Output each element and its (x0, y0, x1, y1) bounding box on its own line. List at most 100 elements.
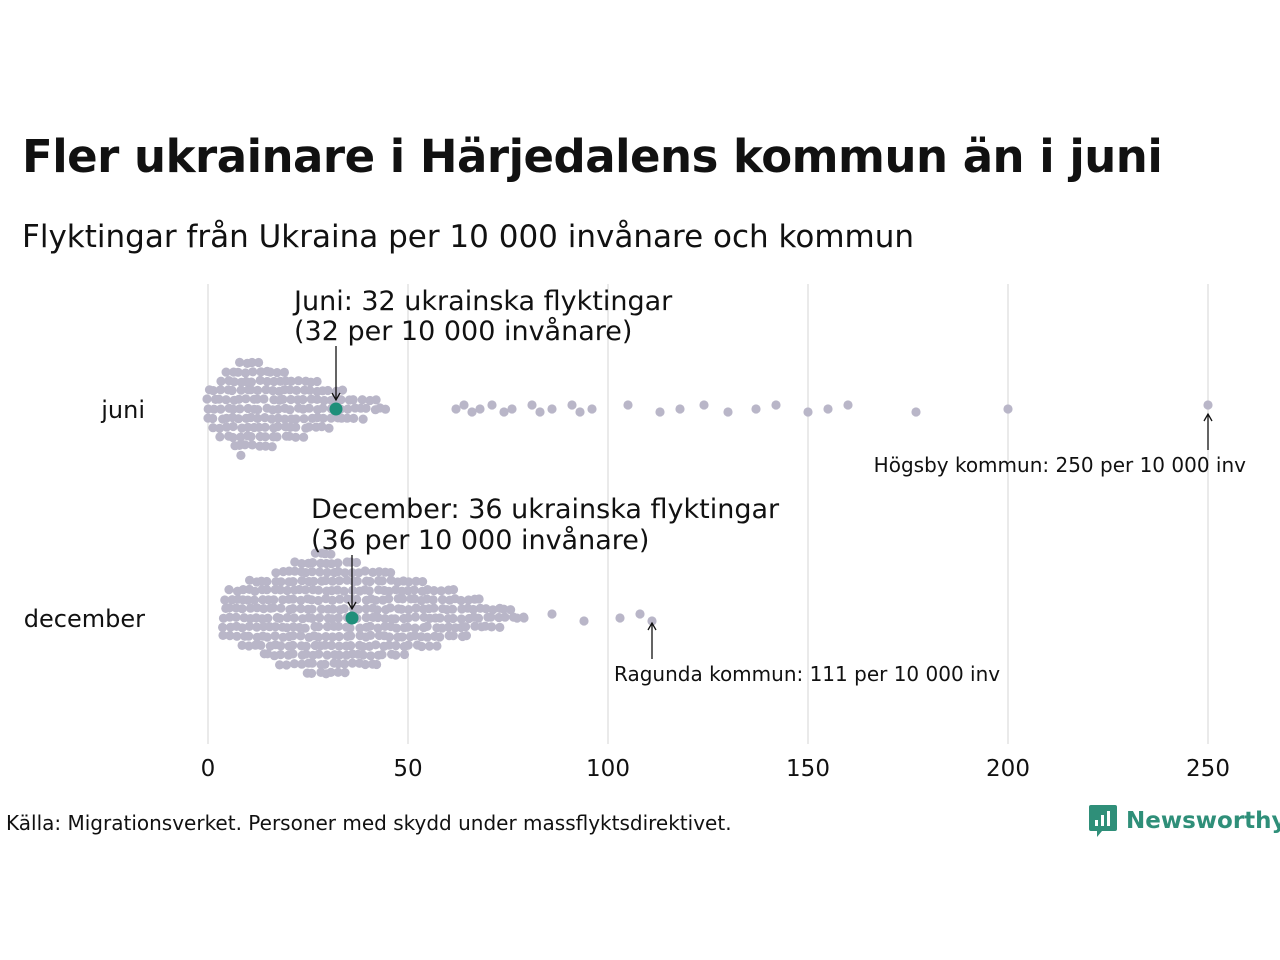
data-point (252, 394, 262, 404)
data-point (397, 632, 407, 642)
data-point (255, 375, 265, 385)
data-point (291, 422, 301, 432)
data-point (371, 640, 381, 650)
data-point (304, 403, 314, 413)
data-point (280, 414, 290, 424)
data-point (351, 557, 362, 568)
data-point (327, 576, 337, 586)
data-point (278, 394, 288, 404)
data-point (269, 376, 279, 387)
data-point (322, 567, 332, 578)
data-point (323, 385, 333, 396)
data-point (429, 586, 439, 596)
data-point (319, 395, 329, 406)
outlier-point (519, 613, 529, 623)
data-point (380, 404, 391, 414)
outlier-point (579, 616, 589, 626)
data-point (435, 632, 445, 642)
highlight-point-december (345, 611, 359, 625)
data-point (282, 613, 292, 623)
data-point (270, 622, 281, 632)
data-point (481, 604, 491, 614)
data-point (314, 622, 324, 632)
data-point (269, 595, 279, 605)
data-point (260, 432, 270, 442)
data-point (448, 631, 458, 641)
data-point (233, 414, 244, 424)
data-point (399, 649, 410, 660)
data-point (288, 594, 298, 604)
data-point (245, 603, 256, 613)
data-point (391, 650, 401, 660)
data-point (500, 612, 510, 622)
data-point (234, 394, 244, 404)
data-points (202, 357, 1213, 679)
outlier-point (567, 400, 577, 410)
data-point (247, 357, 257, 368)
data-point (225, 631, 235, 641)
data-point (285, 385, 295, 395)
x-tick-label-200: 200 (986, 756, 1030, 782)
data-point (372, 605, 382, 615)
data-point (345, 623, 355, 633)
data-point (237, 623, 247, 633)
data-point (411, 576, 421, 586)
outlier-point (527, 400, 537, 410)
data-point (276, 577, 286, 587)
outlier-point (1003, 404, 1013, 414)
data-point (364, 586, 374, 596)
data-point (216, 404, 226, 414)
data-point (318, 413, 328, 423)
data-point (403, 622, 413, 632)
data-point (495, 622, 505, 633)
data-point (346, 641, 356, 651)
data-point (307, 668, 317, 679)
data-point (244, 621, 254, 632)
data-point (202, 394, 212, 404)
data-point (215, 432, 225, 442)
data-point (296, 631, 306, 641)
data-point (366, 651, 376, 661)
data-point (297, 659, 307, 669)
data-point (353, 604, 363, 614)
data-point (279, 367, 289, 377)
data-point (291, 414, 301, 424)
data-point (340, 568, 350, 578)
data-point (349, 413, 359, 423)
data-point (318, 403, 328, 413)
outlier-point (535, 407, 545, 417)
chart-subtitle: Flyktingar från Ukraina per 10 000 invån… (22, 219, 915, 255)
data-point (470, 621, 480, 631)
data-point (285, 405, 295, 415)
data-point (347, 658, 357, 668)
data-point (365, 576, 375, 587)
data-point (275, 585, 285, 595)
data-point (313, 595, 323, 606)
outlier-point (647, 616, 657, 626)
data-point (276, 641, 286, 651)
chart-title: Fler ukrainare i Härjedalens kommun än i… (22, 130, 1163, 183)
data-point (246, 432, 256, 442)
data-point (384, 594, 394, 604)
data-point (448, 613, 458, 624)
data-point (268, 603, 278, 613)
outlier-point (499, 407, 509, 417)
data-point (308, 558, 318, 568)
data-point (336, 395, 346, 405)
data-point (447, 604, 458, 614)
data-point (276, 650, 286, 660)
data-point (474, 594, 484, 604)
outlier-point (575, 407, 585, 417)
data-point (377, 576, 387, 586)
data-point (385, 603, 395, 613)
annotations: juni december Juni: 32 ukrainska flyktin… (24, 286, 1246, 686)
data-point (309, 576, 319, 586)
category-label-december: december (24, 605, 145, 633)
data-point (288, 640, 298, 650)
data-point (288, 604, 298, 614)
data-point (246, 377, 256, 387)
highlight-point-juni (329, 402, 343, 416)
outlier-point (615, 613, 625, 623)
outlier-point (547, 609, 557, 619)
x-axis-ticks: 0 50 100 150 200 250 (201, 756, 1230, 782)
